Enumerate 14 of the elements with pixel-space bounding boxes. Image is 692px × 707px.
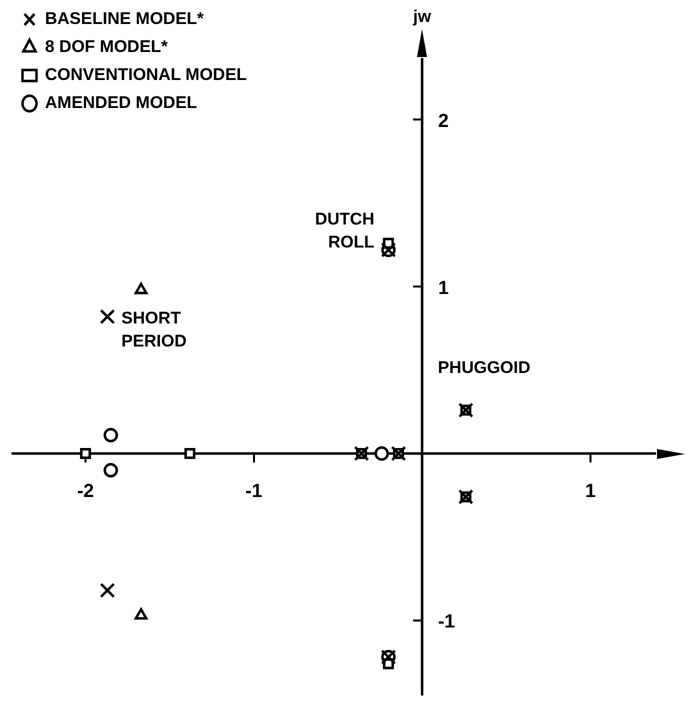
x-tick-label: -1 <box>245 481 263 502</box>
y-tick-label: 1 <box>438 278 450 299</box>
legend-label: CONVENTIONAL MODEL <box>45 65 247 84</box>
annotation: PHUGGOID <box>438 358 530 377</box>
x-tick-label: 1 <box>585 481 596 502</box>
annotation: SHORT PERIOD <box>121 308 187 350</box>
y-tick-label: -1 <box>438 612 456 633</box>
legend-label: BASELINE MODEL* <box>45 9 204 28</box>
annotation: DUTCH ROLL <box>314 209 374 252</box>
y-axis-title: jw <box>412 7 432 26</box>
y-tick-label: 2 <box>438 110 449 132</box>
legend-label: AMENDED MODEL <box>45 93 198 112</box>
legend-label: 8 DOF MODEL* <box>45 37 168 56</box>
x-tick-label: -2 <box>77 481 94 502</box>
